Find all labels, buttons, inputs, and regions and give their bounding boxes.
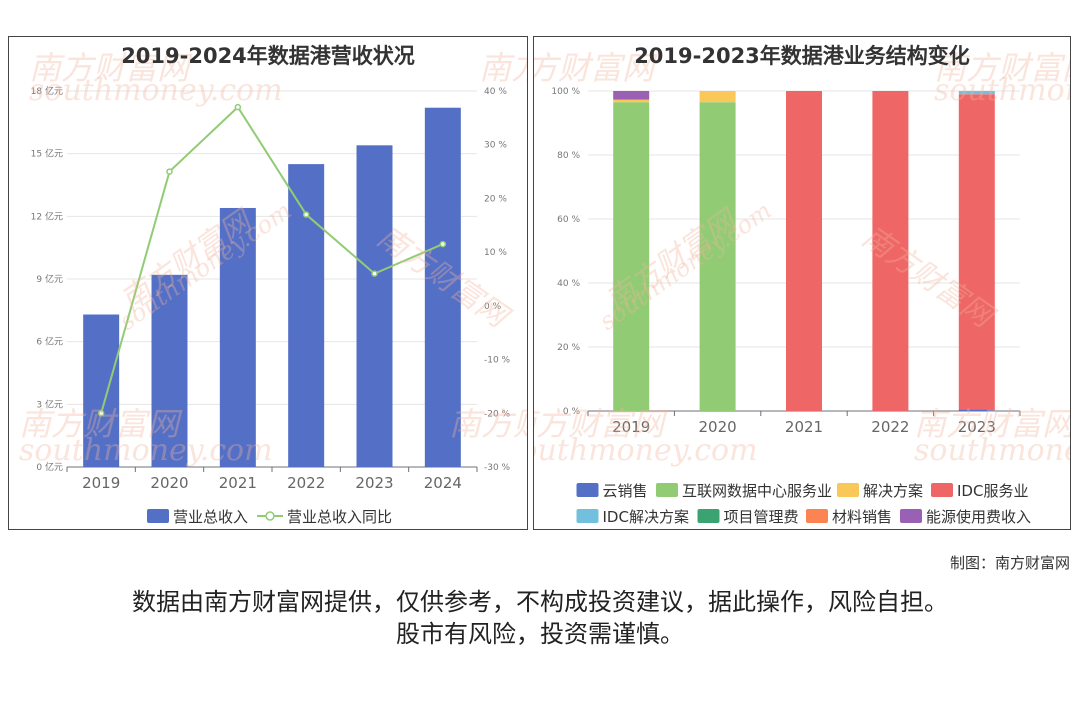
structure-chart-panel: 2019-2023年数据港业务结构变化 南方财富网 南方财富网 southmon… [533, 36, 1071, 530]
bar-segment [613, 99, 650, 103]
bar-segment [699, 91, 736, 103]
x-tick-label: 2022 [287, 474, 325, 492]
bar [151, 274, 188, 467]
legend-swatch [656, 483, 678, 497]
bar-segment [613, 102, 650, 411]
bar [288, 164, 325, 467]
legend-label: 解决方案 [863, 482, 923, 500]
y-left-tick-label: 0 亿元 [36, 461, 63, 473]
legend-label: 材料销售 [832, 508, 892, 526]
y-tick-label: 0 % [563, 407, 581, 417]
x-tick-label: 2021 [219, 474, 257, 492]
y-right-tick-label: -20 % [484, 409, 511, 419]
bar-segment [872, 91, 909, 411]
x-tick-label: 2021 [785, 418, 823, 436]
legend-swatch [837, 483, 859, 497]
legend-swatch [576, 483, 599, 497]
y-left-tick-label: 9 亿元 [36, 273, 63, 285]
x-tick-label: 2019 [82, 474, 120, 492]
chart-title: 2019-2023年数据港业务结构变化 [634, 44, 970, 68]
legend-swatch [265, 511, 275, 521]
legend-label: IDC服务业 [957, 482, 1028, 500]
y-right-tick-label: 10 % [484, 248, 507, 258]
y-tick-label: 80 % [557, 151, 580, 161]
disclaimer-line: 数据由南方财富网提供，仅供参考，不构成投资建议，据此操作，风险自担。 [132, 588, 948, 616]
legend-swatch [147, 509, 169, 523]
bar-segment [613, 91, 650, 100]
revenue-chart: 0 亿元 3 亿元 6 亿元 9 亿元 12 亿元 15 亿元 18 亿元 -30 % -20 … [31, 85, 511, 526]
legend-swatch [806, 509, 828, 523]
y-tick-label: 60 % [557, 215, 580, 225]
x-tick-label: 2022 [871, 418, 909, 436]
y-left-tick-label: 3 亿元 [36, 398, 63, 410]
chart-title: 2019-2024年数据港营收状况 [121, 44, 415, 68]
legend-label: 云销售 [603, 482, 648, 500]
y-right-tick-label: 40 % [484, 87, 507, 97]
x-tick-label: 2019 [612, 418, 650, 436]
disclaimer-line: 股市有风险，投资需谨慎。 [396, 620, 684, 648]
bar-segment [958, 409, 995, 411]
y-right-tick-label: 30 % [484, 141, 507, 151]
bar [219, 207, 256, 467]
revenue-chart-panel: 2019-2024年数据港营收状况 南方财富网 southmoney.com 南… [8, 36, 528, 530]
legend-swatch [931, 483, 953, 497]
legend-label: IDC解决方案 [603, 508, 689, 526]
series-line [100, 105, 444, 414]
legend-swatch [900, 509, 922, 523]
y-tick-label: 20 % [557, 343, 580, 353]
legend-label: 项目管理费 [724, 508, 799, 526]
legend-swatch [576, 509, 599, 523]
y-tick-label: 40 % [557, 279, 580, 289]
x-tick-label: 2020 [150, 474, 188, 492]
bar [356, 145, 393, 468]
line-point [234, 103, 242, 111]
chart-credit: 制图：南方财富网 [949, 554, 1070, 572]
legend-swatch [697, 509, 720, 523]
bar [424, 107, 461, 467]
bar-segment [958, 91, 995, 95]
bar-segment [699, 102, 736, 411]
line-point [302, 211, 310, 218]
y-right-tick-label: -30 % [484, 463, 511, 473]
line-point [371, 270, 378, 277]
line-point [166, 168, 173, 175]
legend-label: 营业总收入同比 [287, 508, 392, 526]
y-left-tick-label: 12 亿元 [31, 210, 63, 222]
x-tick-label: 2023 [355, 474, 393, 492]
legend-label: 互联网数据中心服务业 [682, 482, 832, 500]
y-left-tick-label: 15 亿元 [31, 148, 63, 160]
bar [83, 314, 120, 467]
y-right-tick-label: 0 % [484, 302, 502, 312]
x-tick-label: 2024 [424, 474, 462, 492]
y-right-tick-label: -10 % [484, 356, 511, 366]
bar-segment [786, 91, 822, 411]
legend-label: 能源使用费收入 [926, 508, 1031, 526]
legend-label: 营业总收入 [173, 508, 248, 526]
y-left-tick-label: 18 亿元 [31, 85, 63, 97]
y-left-tick-label: 6 亿元 [36, 336, 63, 348]
y-right-tick-label: 20 % [484, 194, 507, 204]
x-tick-label: 2023 [958, 418, 996, 436]
line-point [439, 240, 447, 248]
bar-segment [958, 94, 995, 410]
x-tick-label: 2020 [699, 418, 737, 436]
y-tick-label: 100 % [551, 87, 580, 97]
structure-chart: 0 % 20 % 40 % 60 % 80 % 100 % 2019 2020 2021 2022… [551, 87, 1031, 526]
line-point [97, 410, 105, 417]
